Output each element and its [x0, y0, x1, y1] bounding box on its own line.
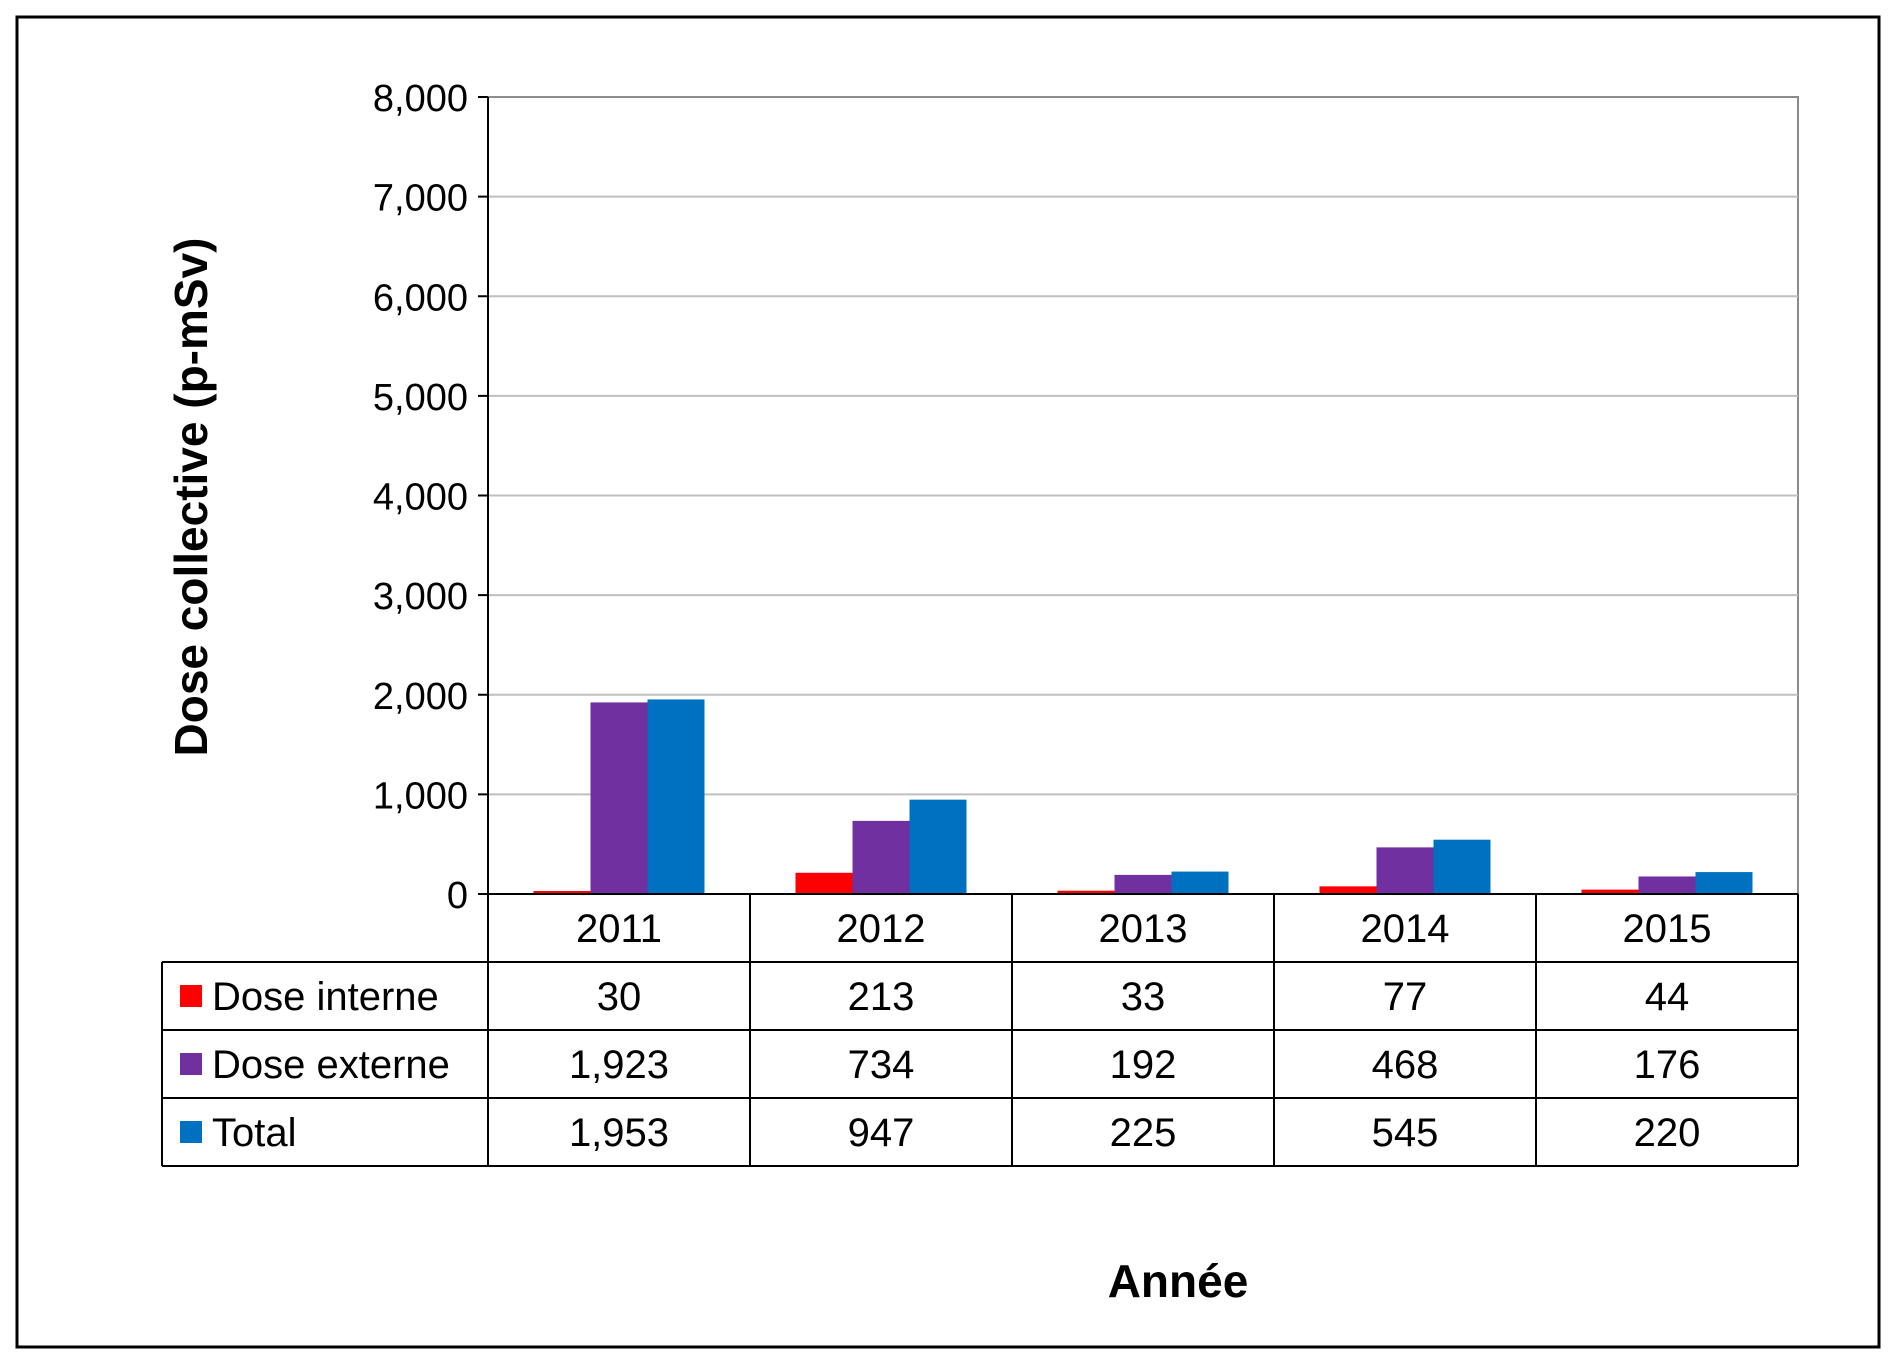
x-axis-title: Année [1108, 1255, 1249, 1307]
data-label: 545 [1372, 1111, 1439, 1155]
bar-total-2011 [647, 699, 705, 894]
bar-dose-interne-2011 [533, 891, 591, 894]
y-tick-label: 1,000 [373, 775, 468, 817]
bar-total-2013 [1171, 871, 1229, 894]
y-axis-title: Dose collective (p-mSv) [165, 238, 217, 757]
y-tick-label: 2,000 [373, 676, 468, 718]
bar-dose-interne-2014 [1319, 886, 1377, 894]
legend-swatch [180, 985, 202, 1007]
legend-label: Total [212, 1111, 297, 1155]
data-label: 33 [1121, 975, 1166, 1019]
bar-dose-externe-2011 [590, 702, 648, 894]
legend-label: Dose externe [212, 1043, 450, 1087]
y-tick-label: 4,000 [373, 477, 468, 519]
data-label: 213 [848, 975, 915, 1019]
y-tick-label: 8,000 [373, 78, 468, 120]
gridlines [488, 195, 1798, 796]
data-label: 44 [1645, 975, 1690, 1019]
category-label: 2015 [1623, 907, 1712, 951]
data-label: 192 [1110, 1043, 1177, 1087]
legend-label: Dose interne [212, 975, 439, 1019]
legend-swatch [180, 1121, 202, 1143]
data-label: 225 [1110, 1111, 1177, 1155]
bar-dose-externe-2013 [1114, 874, 1172, 894]
bar-dose-interne-2012 [795, 872, 853, 894]
bar-total-2012 [909, 799, 967, 894]
data-label: 30 [597, 975, 642, 1019]
data-label: 468 [1372, 1043, 1439, 1087]
legend-swatch [180, 1053, 202, 1075]
data-label: 1,923 [569, 1043, 669, 1087]
y-axis: 0 1,000 2,000 3,000 4,000 5,000 6,000 7,000 8,00… [373, 78, 489, 917]
data-label: 947 [848, 1111, 915, 1155]
category-label: 2014 [1361, 907, 1450, 951]
data-label: 77 [1383, 975, 1428, 1019]
data-label: 176 [1634, 1043, 1701, 1087]
data-table: 2011 2012 2013 2014 2015 Dose interne 30 213 33 7… [161, 893, 1799, 1167]
data-label: 734 [848, 1043, 915, 1087]
bar-dose-externe-2015 [1638, 876, 1696, 894]
y-tick-label: 6,000 [373, 277, 468, 319]
bar-total-2015 [1695, 872, 1753, 894]
bar-total-2014 [1433, 839, 1491, 894]
bar-dose-externe-2014 [1376, 847, 1434, 894]
bar-dose-interne-2015 [1581, 889, 1639, 894]
y-tick-label: 3,000 [373, 576, 468, 618]
data-label: 220 [1634, 1111, 1701, 1155]
category-label: 2013 [1099, 907, 1188, 951]
y-tick-label: 7,000 [373, 178, 468, 220]
category-label: 2011 [576, 907, 662, 951]
category-label: 2012 [837, 907, 926, 951]
bars [533, 699, 1753, 894]
y-tick-label: 0 [447, 875, 468, 917]
y-tick-label: 5,000 [373, 377, 468, 419]
bar-dose-externe-2012 [852, 820, 910, 894]
bar-dose-interne-2013 [1057, 890, 1115, 894]
data-label: 1,953 [569, 1111, 669, 1155]
